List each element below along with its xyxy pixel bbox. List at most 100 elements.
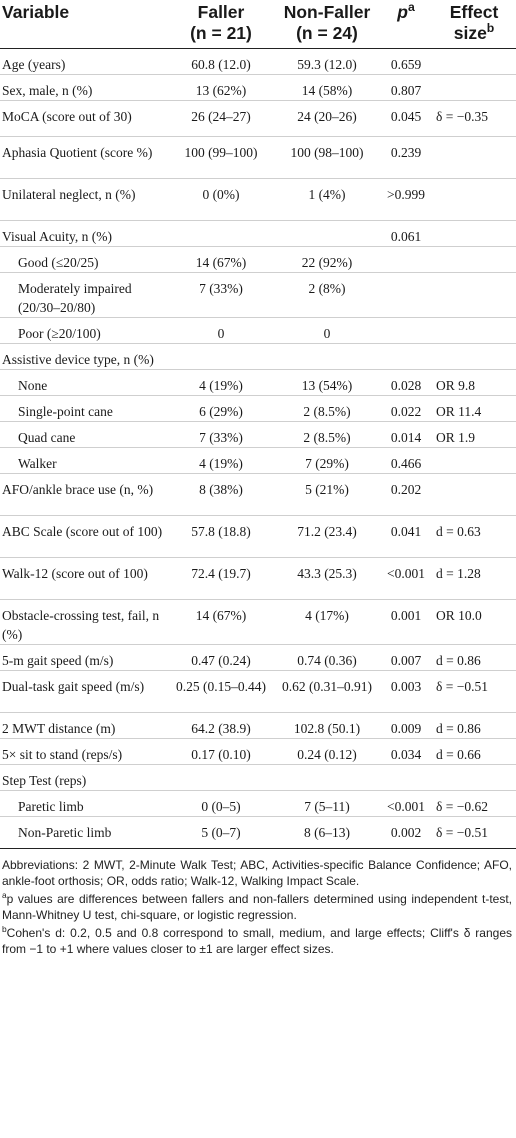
row-nonfaller-value: 59.3 (12.0) xyxy=(274,48,380,75)
row-label: 2 MWT distance (m) xyxy=(0,712,168,739)
row-effect-size: OR 9.8 xyxy=(432,369,516,396)
row-p-value: 0.041 xyxy=(380,515,432,558)
row-nonfaller-value: 7 (5–11) xyxy=(274,790,380,817)
row-faller-value: 100 (99–100) xyxy=(168,136,274,179)
row-label: Single-point cane xyxy=(0,395,168,422)
row-nonfaller-value: 8 (6–13) xyxy=(274,816,380,849)
row-nonfaller-value: 0 xyxy=(274,317,380,344)
row-effect-size xyxy=(432,447,516,474)
row-faller-value: 4 (19%) xyxy=(168,447,274,474)
row-label: Moderately impaired (20/30–20/80) xyxy=(0,272,168,318)
table-row: ABC Scale (score out of 100) 57.8 (18.8) 7… xyxy=(0,515,516,558)
row-nonfaller-value: 100 (98–100) xyxy=(274,136,380,179)
row-effect-size xyxy=(432,246,516,273)
row-p-value: 0.061 xyxy=(380,220,432,247)
header-p-sup: a xyxy=(407,0,415,15)
row-nonfaller-value: 2 (8.5%) xyxy=(274,395,380,422)
row-label: Poor (≥20/100) xyxy=(0,317,168,344)
table-row: Moderately impaired (20/30–20/80) 7 (33%)… xyxy=(0,272,516,318)
table-body: Age (years) 60.8 (12.0) 59.3 (12.0) 0.659 Se… xyxy=(0,48,516,849)
row-nonfaller-value: 0.62 (0.31–0.91) xyxy=(274,670,380,713)
row-nonfaller-value: 2 (8.5%) xyxy=(274,421,380,448)
row-label: AFO/ankle brace use (n, %) xyxy=(0,473,168,516)
row-faller-value xyxy=(168,764,274,791)
row-p-value xyxy=(380,246,432,273)
row-faller-value: 0.17 (0.10) xyxy=(168,738,274,765)
row-nonfaller-value xyxy=(274,764,380,791)
row-nonfaller-value: 13 (54%) xyxy=(274,369,380,396)
row-effect-size: OR 11.4 xyxy=(432,395,516,422)
row-p-value: 0.022 xyxy=(380,395,432,422)
table-row: MoCA (score out of 30) 26 (24–27) 24 (20–2… xyxy=(0,100,516,137)
table-footnotes: Abbreviations: 2 MWT, 2-Minute Walk Test… xyxy=(0,849,516,957)
row-label: Aphasia Quotient (score %) xyxy=(0,136,168,179)
table-row: Obstacle-crossing test, fail, n (%) 14 (6… xyxy=(0,599,516,645)
row-p-value: <0.001 xyxy=(380,790,432,817)
footnote-b-mark: b xyxy=(2,924,7,934)
row-p-value: 0.002 xyxy=(380,816,432,849)
table-row: Assistive device type, n (%) xyxy=(0,343,516,370)
row-faller-value: 4 (19%) xyxy=(168,369,274,396)
header-nonfaller-n: (n = 24) xyxy=(296,23,358,43)
row-effect-size: d = 0.66 xyxy=(432,738,516,765)
table-row: Good (≤20/25) 14 (67%) 22 (92%) xyxy=(0,246,516,273)
table-row: Single-point cane 6 (29%) 2 (8.5%) 0.022 OR … xyxy=(0,395,516,422)
header-effect-size: Effect sizeb xyxy=(432,0,516,49)
row-p-value: 0.007 xyxy=(380,644,432,671)
row-effect-size: δ = −0.62 xyxy=(432,790,516,817)
row-effect-size xyxy=(432,764,516,791)
row-p-value: 0.807 xyxy=(380,74,432,101)
header-size-sup: b xyxy=(486,21,495,36)
row-effect-size xyxy=(432,473,516,516)
row-faller-value: 64.2 (38.9) xyxy=(168,712,274,739)
header-nonfaller-label: Non-Faller xyxy=(283,2,371,22)
table-row: 5-m gait speed (m/s) 0.47 (0.24) 0.74 (0.3… xyxy=(0,644,516,671)
header-p-label: p xyxy=(397,2,408,22)
row-p-value xyxy=(380,317,432,344)
row-effect-size: OR 10.0 xyxy=(432,599,516,645)
table-row: Age (years) 60.8 (12.0) 59.3 (12.0) 0.659 xyxy=(0,48,516,75)
table-row: Quad cane 7 (33%) 2 (8.5%) 0.014 OR 1.9 xyxy=(0,421,516,448)
footnote-abbreviations: Abbreviations: 2 MWT, 2-Minute Walk Test… xyxy=(2,858,512,888)
row-effect-size xyxy=(432,136,516,179)
row-label: Quad cane xyxy=(0,421,168,448)
table-row: Unilateral neglect, n (%) 0 (0%) 1 (4%) >0.… xyxy=(0,178,516,221)
row-effect-size xyxy=(432,317,516,344)
row-p-value: >0.999 xyxy=(380,178,432,221)
header-effect-label: Effect xyxy=(449,2,499,22)
row-label: Age (years) xyxy=(0,48,168,75)
row-faller-value: 0.47 (0.24) xyxy=(168,644,274,671)
row-effect-size xyxy=(432,272,516,318)
row-faller-value: 60.8 (12.0) xyxy=(168,48,274,75)
row-p-value: <0.001 xyxy=(380,557,432,600)
row-label: 5-m gait speed (m/s) xyxy=(0,644,168,671)
row-label: 5× sit to stand (reps/s) xyxy=(0,738,168,765)
row-p-value xyxy=(380,343,432,370)
table-row: Step Test (reps) xyxy=(0,764,516,791)
table-row: Sex, male, n (%) 13 (62%) 14 (58%) 0.807 xyxy=(0,74,516,101)
row-nonfaller-value: 7 (29%) xyxy=(274,447,380,474)
row-faller-value: 8 (38%) xyxy=(168,473,274,516)
row-nonfaller-value: 0.24 (0.12) xyxy=(274,738,380,765)
table-row: Non-Paretic limb 5 (0–7) 8 (6–13) 0.002 δ = … xyxy=(0,816,516,849)
row-label: ABC Scale (score out of 100) xyxy=(0,515,168,558)
row-faller-value xyxy=(168,220,274,247)
row-nonfaller-value: 4 (17%) xyxy=(274,599,380,645)
row-effect-size: d = 0.86 xyxy=(432,712,516,739)
row-effect-size: d = 0.63 xyxy=(432,515,516,558)
row-label: Walk-12 (score out of 100) xyxy=(0,557,168,600)
table-row: 5× sit to stand (reps/s) 0.17 (0.10) 0.24 … xyxy=(0,738,516,765)
results-table: Variable Faller (n = 21) Non-Faller (n =… xyxy=(0,0,516,849)
row-label: None xyxy=(0,369,168,396)
row-effect-size xyxy=(432,178,516,221)
row-effect-size xyxy=(432,48,516,75)
table-row: Poor (≥20/100) 0 0 xyxy=(0,317,516,344)
table-row: Dual-task gait speed (m/s) 0.25 (0.15–0.4… xyxy=(0,670,516,713)
row-effect-size xyxy=(432,343,516,370)
row-faller-value: 0 (0–5) xyxy=(168,790,274,817)
table-row: Walker 4 (19%) 7 (29%) 0.466 xyxy=(0,447,516,474)
row-p-value: 0.014 xyxy=(380,421,432,448)
row-effect-size: OR 1.9 xyxy=(432,421,516,448)
row-effect-size: δ = −0.35 xyxy=(432,100,516,137)
row-nonfaller-value: 5 (21%) xyxy=(274,473,380,516)
